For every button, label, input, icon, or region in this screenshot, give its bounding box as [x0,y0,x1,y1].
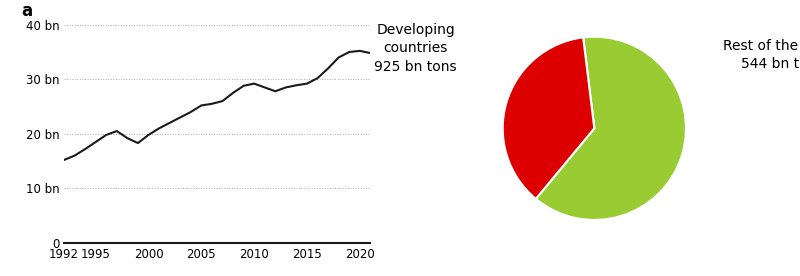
Wedge shape [502,37,594,199]
Wedge shape [536,37,686,220]
Text: Rest of the world
544 bn tons: Rest of the world 544 bn tons [723,39,800,71]
Text: b: b [430,0,442,4]
Text: a: a [21,2,32,20]
Text: Developing
countries
925 bn tons: Developing countries 925 bn tons [374,23,457,74]
